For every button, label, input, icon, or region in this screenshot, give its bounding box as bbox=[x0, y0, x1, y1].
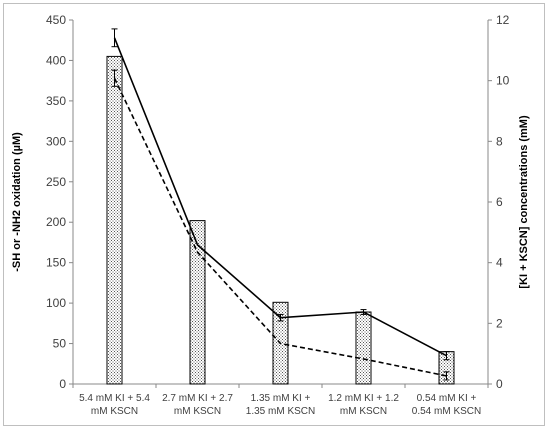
category-label-line: 2.7 mM KI + 2.7 bbox=[162, 393, 233, 404]
left-tick-label: 400 bbox=[46, 53, 66, 67]
left-tick-label: 150 bbox=[46, 256, 66, 270]
category-label: 1.2 mM KI + 1.2 mM KSCN bbox=[328, 393, 399, 417]
left-tick-label: 200 bbox=[46, 215, 66, 229]
left-tick-label: 0 bbox=[59, 377, 66, 391]
category-label-line: 1.35 mM KSCN bbox=[246, 406, 315, 417]
left-tick-label: 100 bbox=[46, 296, 66, 310]
y-axis-title: -SH or -NH2 oxidation (µM) bbox=[11, 132, 23, 272]
right-tick-label: 2 bbox=[496, 316, 503, 330]
category-label-line: 5.4 mM KI + 5.4 bbox=[79, 393, 150, 404]
right-tick-label: 6 bbox=[496, 195, 503, 209]
bar bbox=[355, 311, 372, 385]
category-label-line: 0.54 mM KSCN bbox=[412, 406, 481, 417]
category-label: 1.35 mM KI + 1.35 mM KSCN bbox=[246, 393, 315, 417]
right-axis-ticks: 0 2 4 6 8 10 12 bbox=[488, 13, 510, 391]
y2-axis-title: [KI + KSCN] concentrations (mM) bbox=[518, 115, 530, 289]
dashed-line bbox=[113, 77, 447, 377]
left-tick-label: 50 bbox=[53, 337, 67, 351]
category-label-line: mM KSCN bbox=[174, 406, 221, 417]
right-tick-label: 12 bbox=[496, 13, 510, 27]
left-axis-ticks: 0 50 100 150 200 250 300 350 400 450 bbox=[46, 13, 489, 391]
bar-series bbox=[106, 55, 455, 385]
right-tick-label: 8 bbox=[496, 134, 503, 148]
right-tick-label: 10 bbox=[496, 74, 510, 88]
category-label: 5.4 mM KI + 5.4 mM KSCN bbox=[79, 393, 150, 417]
left-tick-label: 250 bbox=[46, 175, 66, 189]
left-tick-label: 350 bbox=[46, 94, 66, 108]
category-label-line: mM KSCN bbox=[91, 406, 138, 417]
category-label: 2.7 mM KI + 2.7 mM KSCN bbox=[162, 393, 233, 417]
category-label-line: mM KSCN bbox=[340, 406, 387, 417]
line-series bbox=[111, 28, 450, 381]
category-label-line: 1.2 mM KI + 1.2 bbox=[328, 393, 399, 404]
bar bbox=[106, 55, 123, 385]
left-tick-label: 450 bbox=[46, 13, 66, 27]
category-label-line: 1.35 mM KI + bbox=[251, 393, 311, 404]
right-tick-label: 0 bbox=[496, 377, 503, 391]
category-label: 0.54 mM KI + 0.54 mM KSCN bbox=[412, 393, 481, 417]
right-tick-label: 4 bbox=[496, 256, 503, 270]
bar bbox=[189, 220, 206, 385]
left-tick-label: 300 bbox=[46, 134, 66, 148]
category-label-line: 0.54 mM KI + bbox=[417, 393, 477, 404]
category-labels: 5.4 mM KI + 5.4 mM KSCN 2.7 mM KI + 2.7 mM … bbox=[79, 393, 481, 417]
